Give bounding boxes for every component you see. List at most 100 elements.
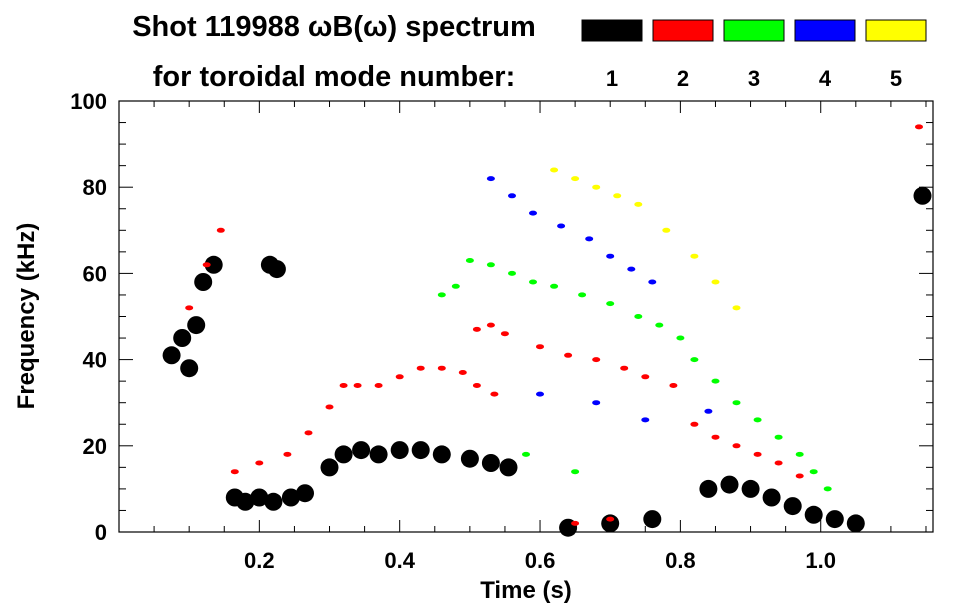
spectrum-point — [390, 441, 409, 460]
spectrum-point — [451, 283, 460, 289]
spectrum-point — [536, 391, 544, 397]
spectrum-point — [187, 316, 206, 335]
spectrum-point — [585, 236, 594, 242]
plot-frame — [118, 100, 934, 533]
spectrum-point — [369, 445, 388, 464]
chart-title-line1: Shot 119988 ωB(ω) spectrum — [132, 11, 536, 43]
spectrum-point — [267, 260, 286, 279]
spectrum-point — [732, 400, 741, 406]
y-tick-label: 0 — [95, 520, 107, 545]
spectrum-point — [783, 497, 802, 516]
x-axis-ticks: 0.2 0.4 0.6 0.8 1.0 — [118, 101, 927, 573]
spectrum-point — [641, 417, 650, 423]
chart-title-line2: for toroidal mode number: — [153, 61, 516, 93]
x-tick-label: 0.4 — [384, 548, 415, 573]
spectrum-point — [334, 445, 353, 464]
spectrum-point — [486, 262, 495, 268]
spectrum-point — [620, 365, 629, 371]
spectrum-point — [809, 469, 818, 475]
spectrum-point — [711, 378, 720, 384]
spectrum-point — [458, 370, 467, 375]
legend-label: 3 — [748, 66, 760, 91]
spectrum-point — [613, 193, 622, 199]
spectrum-point — [437, 365, 446, 371]
spectrum-point — [304, 430, 313, 436]
legend-swatch — [723, 19, 785, 42]
legend-swatch — [865, 19, 927, 42]
spectrum-point — [481, 454, 500, 472]
spectrum-point — [795, 451, 804, 457]
spectrum-point — [204, 255, 223, 274]
spectrum-point — [185, 305, 194, 311]
spectrum-point — [374, 383, 383, 388]
spectrum-point — [283, 451, 292, 457]
spectrum-point — [732, 305, 741, 311]
spectrum-point — [774, 460, 783, 466]
legend: 1 2 3 4 5 — [581, 19, 927, 91]
y-tick-label: 60 — [83, 261, 107, 286]
spectrum-point — [411, 441, 430, 460]
spectrum-point — [529, 210, 537, 216]
y-tick-label: 40 — [83, 348, 107, 373]
spectrum-point — [690, 357, 699, 363]
spectrum-point — [699, 479, 718, 498]
x-tick-label: 0.2 — [244, 548, 275, 573]
x-tick-label: 1.0 — [805, 548, 836, 573]
y-axis-label: Frequency (kHz) — [13, 223, 40, 410]
spectrum-point — [508, 270, 516, 276]
spectrum-point — [194, 273, 213, 291]
spectrum-point — [236, 492, 255, 511]
spectrum-point — [655, 322, 664, 328]
spectrum-point — [571, 469, 580, 475]
spectrum-point — [465, 258, 474, 263]
spectrum-point — [825, 510, 844, 529]
spectrum-point — [472, 383, 481, 388]
spectrum-point — [774, 434, 783, 440]
spectrum-point — [522, 451, 530, 457]
spectrum-point — [690, 421, 699, 427]
spectrum-point — [339, 383, 348, 388]
spectrum-point — [606, 516, 615, 522]
spectrum-point — [676, 335, 685, 341]
spectrum-point — [432, 445, 451, 464]
spectrum-point — [795, 473, 804, 479]
spectrum-point — [592, 357, 601, 363]
spectrum-point — [592, 184, 601, 190]
spectrum-point — [711, 434, 720, 440]
spectrum-point — [648, 279, 657, 285]
spectrum-point — [460, 449, 479, 468]
spectrum-point — [325, 404, 334, 410]
spectrum-point — [250, 488, 269, 507]
spectrum-point — [606, 253, 615, 259]
spectrum-point — [634, 201, 643, 207]
spectrum-point — [753, 451, 762, 457]
legend-label: 2 — [677, 66, 689, 91]
spectrum-point — [536, 344, 544, 350]
spectrum-point — [753, 417, 762, 423]
spectrum-point — [353, 383, 362, 388]
spectrum-point — [264, 492, 283, 511]
spectrum-point — [846, 514, 865, 533]
spectrum-point — [162, 346, 181, 365]
spectrum-point — [592, 400, 601, 406]
y-tick-label: 80 — [83, 175, 107, 200]
spectrum-point — [762, 488, 781, 507]
spectrum-point — [499, 458, 518, 477]
spectrum-point — [416, 365, 425, 371]
spectrum-point — [915, 124, 923, 130]
spectrum-point — [578, 292, 587, 298]
spectrum-point — [662, 227, 671, 233]
spectrum-point — [472, 326, 481, 332]
spectrum-point — [641, 374, 650, 380]
legend-label: 5 — [890, 66, 902, 91]
spectrum-point — [550, 167, 559, 173]
spectrum-point — [720, 475, 739, 494]
spectrum-point — [804, 505, 823, 524]
spectrum-point — [395, 374, 404, 380]
spectrum-point — [352, 441, 371, 460]
spectrum-point — [627, 266, 636, 272]
spectrum-point — [634, 314, 643, 319]
spectrum-point — [601, 514, 620, 533]
spectrum-point — [173, 329, 192, 347]
